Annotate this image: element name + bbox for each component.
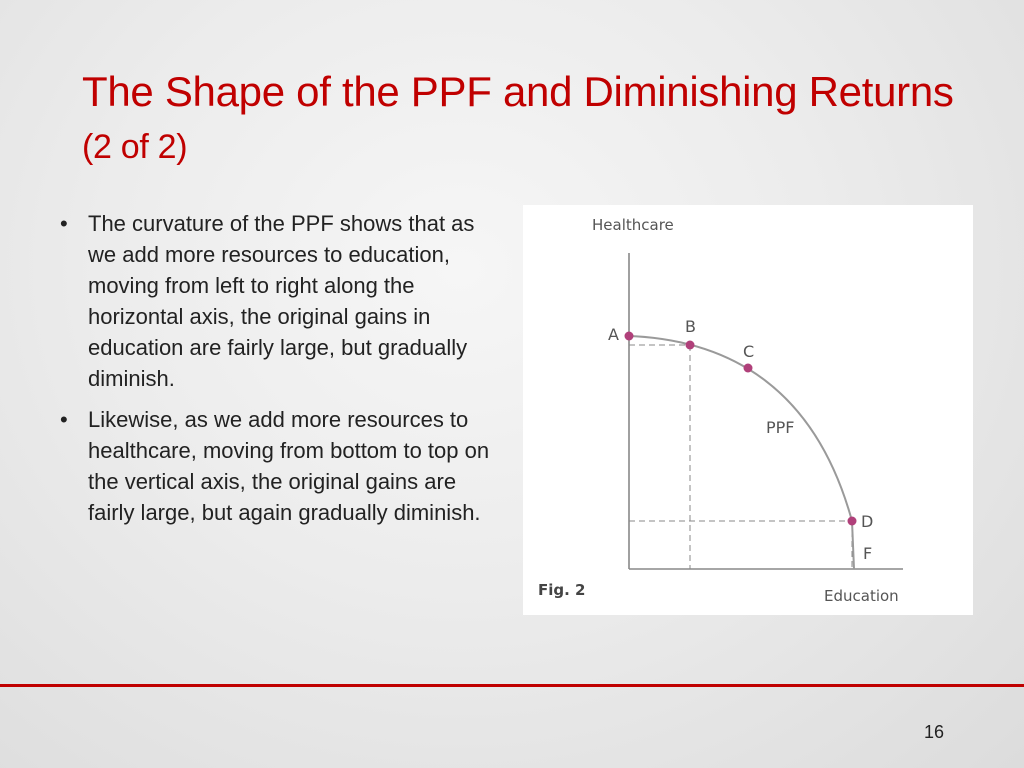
point-c bbox=[743, 363, 753, 373]
y-axis-label: Healthcare bbox=[592, 216, 674, 234]
point-d bbox=[847, 516, 857, 526]
point-f-label: F bbox=[863, 544, 872, 563]
point-a bbox=[624, 331, 634, 341]
ppf-curve-label: PPF bbox=[766, 418, 795, 437]
point-c-label: C bbox=[743, 342, 754, 361]
ppf-diagram: A B C D F PPF Healthcare Education Fig. … bbox=[538, 216, 903, 605]
point-b-label: B bbox=[685, 317, 696, 336]
ppf-curve bbox=[628, 335, 855, 570]
point-b bbox=[685, 340, 695, 350]
slide-title-suffix: (2 of 2) bbox=[82, 128, 188, 167]
bullet-list: • The curvature of the PPF shows that as… bbox=[58, 208, 508, 538]
bullet-text: Likewise, as we add more resources to he… bbox=[88, 407, 490, 525]
bullet-item: • The curvature of the PPF shows that as… bbox=[58, 208, 508, 394]
page-number: 16 bbox=[923, 722, 944, 742]
bullet-item: • Likewise, as we add more resources to … bbox=[58, 404, 508, 528]
slide-title-main: The Shape of the PPF and Diminishing Ret… bbox=[82, 68, 954, 116]
footer-divider bbox=[0, 684, 1024, 687]
bullet-text: The curvature of the PPF shows that as w… bbox=[88, 211, 475, 391]
bullet-icon: • bbox=[60, 407, 68, 432]
slide-title: The Shape of the PPF and Diminishing Ret… bbox=[82, 66, 962, 173]
figure-caption: Fig. 2 bbox=[538, 581, 585, 599]
point-a-label: A bbox=[608, 325, 619, 344]
point-d-label: D bbox=[861, 512, 873, 531]
ppf-figure: A B C D F PPF Healthcare Education Fig. … bbox=[523, 205, 973, 615]
x-axis-label: Education bbox=[824, 587, 899, 605]
bullet-icon: • bbox=[60, 211, 68, 236]
